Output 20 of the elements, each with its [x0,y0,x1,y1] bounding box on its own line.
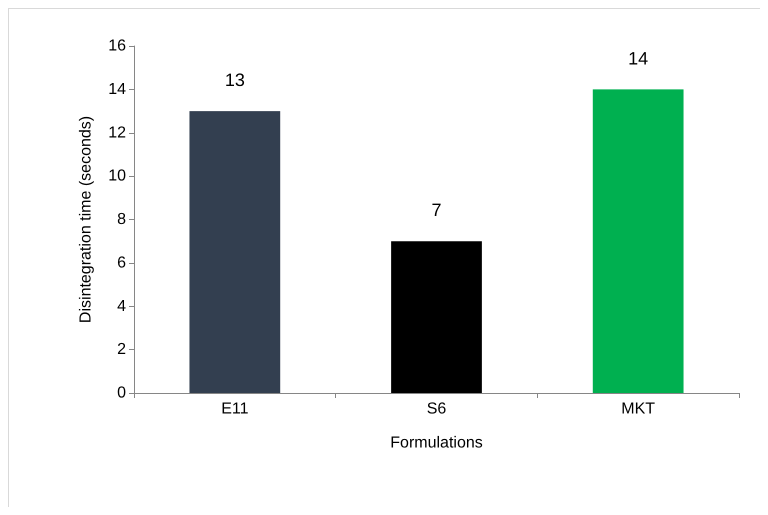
bar [391,241,482,393]
y-tick-label: 10 [108,168,126,185]
data-label: 13 [224,70,245,90]
y-tick-label: 12 [108,124,126,142]
bar [592,89,684,393]
x-tick-label: MKT [621,400,656,418]
x-axis-title: Formulations [390,434,483,452]
y-tick-label: 8 [117,211,126,228]
y-tick-label: 14 [108,80,126,98]
x-tick-label: E11 [221,400,249,418]
y-tick-label: 2 [117,341,126,358]
data-label: 14 [628,48,648,68]
x-tick-label: S6 [426,400,446,418]
data-label: 7 [431,200,442,220]
bar [189,111,280,393]
y-tick-label: 0 [117,384,126,402]
y-tick-label: 16 [108,38,126,54]
y-tick-label: 6 [117,254,126,272]
y-tick-label: 4 [117,298,126,315]
y-axis-title: Disintegration time (seconds) [78,116,94,324]
